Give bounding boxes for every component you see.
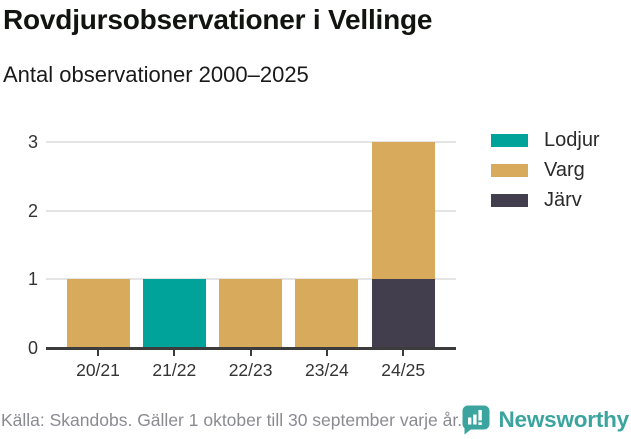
bar-segment-varg [371,142,435,280]
chart-legend: Lodjur Varg Järv [491,125,600,215]
x-tick-mark [173,350,176,356]
gridline [46,209,456,212]
x-tick-label: 24/25 [381,360,426,380]
chart-title: Rovdjursobservationer i Vellinge [3,4,433,35]
x-axis-line [46,347,456,350]
x-tick-mark [325,350,328,356]
legend-label-varg: Varg [544,158,585,181]
legend-label-jarv: Järv [544,188,582,211]
gridline [46,141,456,143]
x-tick-label: 20/21 [76,360,120,380]
y-tick-label: 0 [27,338,38,358]
bar-segment-varg [219,279,283,348]
legend-swatch-varg [491,163,528,177]
x-tick-mark [97,350,99,356]
bar-segment-varg [295,279,359,348]
legend-item-jarv: Järv [491,185,600,215]
legend-item-lodjur: Lodjur [491,125,600,155]
y-tick-label: 1 [27,269,38,290]
chart-subtitle: Antal observationer 2000–2025 [3,62,309,87]
legend-label-lodjur: Lodjur [544,128,600,151]
y-tick-label: 3 [27,132,38,152]
bar-segment-jarv [371,279,435,348]
x-tick-label: 22/23 [228,360,273,380]
legend-item-varg: Varg [491,155,600,185]
source-note: Källa: Skandobs. Gäller 1 oktober till 3… [1,410,463,430]
x-tick-label: 23/24 [304,360,349,380]
x-tick-mark [402,350,405,356]
legend-swatch-jarv [491,193,528,207]
brand-name: Newsworthy [498,406,629,432]
newsworthy-brand-link[interactable]: Newsworthy [461,404,629,435]
y-tick-label: 2 [27,200,38,221]
bar-segment-varg [66,279,130,348]
bar-segment-lodjur [142,279,206,348]
newsworthy-logo-icon [462,405,490,435]
legend-swatch-lodjur [491,133,528,147]
x-tick-label: 21/22 [152,360,197,380]
x-tick-mark [249,350,252,356]
